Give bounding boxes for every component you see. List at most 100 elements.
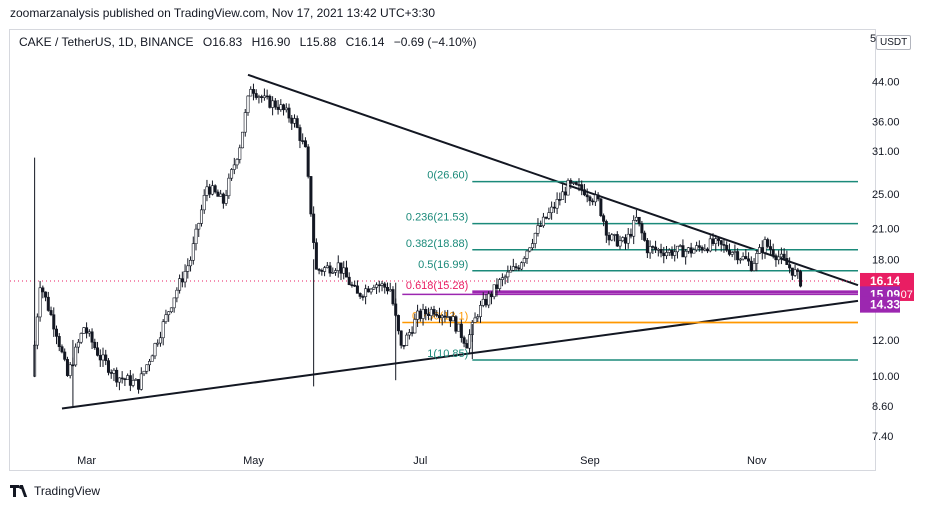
candle-body xyxy=(593,194,597,203)
candle-body xyxy=(186,265,190,272)
candle-body xyxy=(202,195,206,211)
candle-body xyxy=(563,191,567,196)
candle-body xyxy=(117,377,121,383)
candle-body xyxy=(675,245,679,253)
candle-body xyxy=(128,375,132,386)
candle-body xyxy=(183,271,187,283)
candle-body xyxy=(708,238,712,252)
candle-body xyxy=(153,343,157,357)
trendline-upper[interactable] xyxy=(247,73,859,287)
currency-badge[interactable]: USDT xyxy=(876,35,912,50)
candle-body xyxy=(487,293,491,306)
candle-body xyxy=(290,117,294,124)
candle-body xyxy=(607,234,611,241)
candle-body xyxy=(260,96,264,98)
candle-body xyxy=(235,159,239,166)
y-tick-label: 10.00 xyxy=(872,371,900,383)
candle-body xyxy=(137,379,141,390)
candle-body xyxy=(268,95,272,108)
candle-body xyxy=(684,250,688,258)
candle-body xyxy=(41,287,45,293)
candle-body xyxy=(134,379,138,381)
candle-body xyxy=(561,191,565,200)
candle-body xyxy=(131,380,135,386)
candle-body xyxy=(358,293,362,297)
fib-label-0.5: 0.5(16.99) xyxy=(418,259,468,271)
candle-body xyxy=(566,180,570,196)
candle-body xyxy=(336,262,340,271)
candle-body xyxy=(79,333,83,343)
candle-body xyxy=(681,245,685,258)
candle-body xyxy=(191,243,195,261)
candle-body xyxy=(572,182,576,184)
candle-body xyxy=(257,96,261,98)
trendline-lower[interactable] xyxy=(61,299,859,410)
candle-body xyxy=(355,285,359,294)
candle-body xyxy=(413,319,417,334)
candle-body xyxy=(377,284,381,287)
candle-body xyxy=(692,249,696,254)
candle-body xyxy=(500,277,504,280)
symbol-name[interactable]: CAKE / TetherUS, 1D, BINANCE xyxy=(19,35,194,49)
candle-body xyxy=(292,118,296,124)
candle-body xyxy=(383,283,387,288)
candle-body xyxy=(251,89,255,94)
candle-body xyxy=(167,311,171,316)
corner-digit: 5 xyxy=(870,33,877,45)
candle-body xyxy=(273,100,277,108)
candle-body xyxy=(175,289,179,299)
candle-body xyxy=(550,206,554,214)
candle-body xyxy=(530,243,534,249)
candle-body xyxy=(150,355,154,362)
candle-body xyxy=(727,250,731,255)
candle-body xyxy=(303,140,307,148)
candle-body xyxy=(741,256,745,260)
candle-body xyxy=(481,298,485,306)
candle-body xyxy=(440,315,444,318)
candle-body xyxy=(123,378,127,381)
candle-body xyxy=(790,267,794,276)
candle-body xyxy=(197,223,201,230)
candle-body xyxy=(640,223,644,234)
candle-body xyxy=(615,234,619,247)
candle-body xyxy=(306,146,310,177)
candle-body xyxy=(385,287,389,292)
candle-body xyxy=(522,258,526,264)
candle-body xyxy=(648,246,652,254)
candle-body xyxy=(520,262,524,270)
candle-body xyxy=(317,268,321,271)
candle-body xyxy=(402,345,406,347)
candle-body xyxy=(254,93,258,98)
candle-body xyxy=(364,288,368,297)
candle-body xyxy=(435,313,439,316)
x-tick-label: Jul xyxy=(413,455,427,467)
candle-body xyxy=(443,315,447,318)
x-tick-label: Nov xyxy=(747,455,767,467)
candle-body xyxy=(632,219,636,237)
horizontal-levels xyxy=(10,280,858,324)
candle-body xyxy=(662,252,666,257)
candle-body xyxy=(227,177,231,197)
candle-body xyxy=(424,309,428,315)
candle-body xyxy=(476,316,480,319)
candle-body xyxy=(249,89,253,97)
candle-body xyxy=(148,361,152,366)
footer-brand[interactable]: TradingView xyxy=(34,484,101,498)
y-axis: 44.00 36.00 31.00 25.00 21.00 18.00 12.00 10.00… xyxy=(872,76,900,443)
candle-body xyxy=(295,118,299,128)
candle-body xyxy=(799,271,803,287)
footer: TradingView xyxy=(10,484,100,498)
candle-body xyxy=(63,351,67,360)
candle-body xyxy=(243,112,247,133)
candle-body xyxy=(588,196,592,202)
candle-body xyxy=(301,140,305,142)
candle-body xyxy=(511,266,515,271)
candle-body xyxy=(112,369,116,374)
candle-body xyxy=(366,288,370,293)
candle-body xyxy=(85,327,89,334)
candle-body xyxy=(503,276,507,279)
candle-body xyxy=(634,216,638,221)
candle-body xyxy=(342,267,346,274)
